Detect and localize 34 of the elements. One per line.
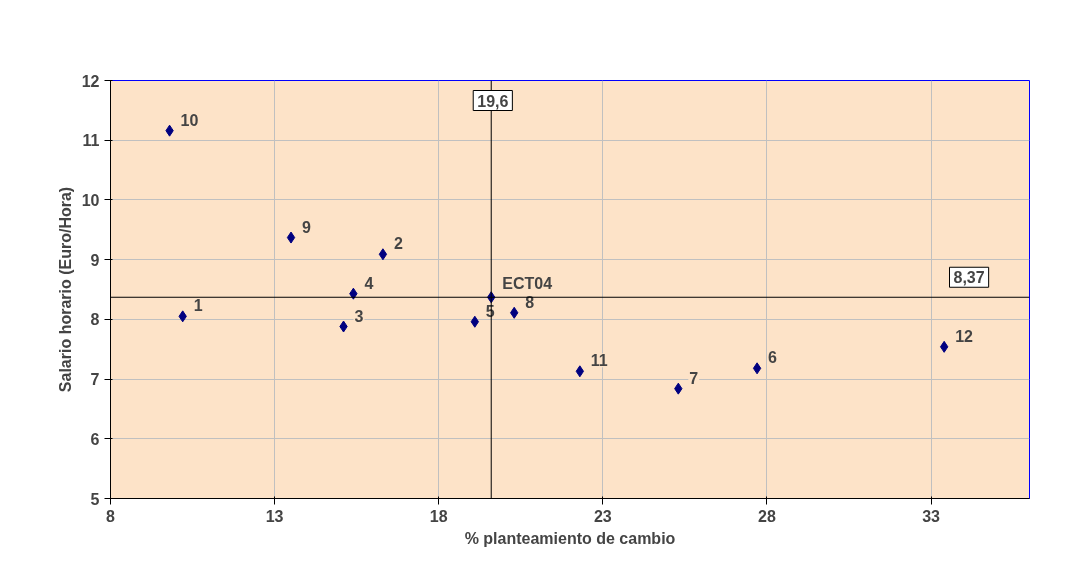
annotation: 8 xyxy=(525,293,535,311)
point xyxy=(286,231,296,244)
annotation: ECT04 xyxy=(502,275,553,293)
x-tick-label: 28 xyxy=(758,507,776,525)
y-tick-label: 12 xyxy=(81,72,100,90)
annotation: 3 xyxy=(354,307,364,325)
annotation: 12 xyxy=(955,327,974,345)
point xyxy=(575,365,585,378)
x-tick-label: 13 xyxy=(265,507,284,525)
point xyxy=(752,362,762,375)
annotation: 4 xyxy=(364,274,374,292)
y-tick-label: 8 xyxy=(90,311,100,329)
x-tick-label: 18 xyxy=(429,507,448,525)
y-tick-label: 5 xyxy=(90,490,100,508)
y-tick-label: 6 xyxy=(90,430,100,448)
y-tick-label: 7 xyxy=(90,371,100,389)
x-tick-label: 8 xyxy=(106,507,116,525)
x-tick-label: 33 xyxy=(922,507,941,525)
annotation: 6 xyxy=(768,349,778,367)
annotation: 11 xyxy=(590,352,608,370)
annotation: 9 xyxy=(302,218,312,236)
point xyxy=(378,248,388,261)
y-tick-label: 11 xyxy=(82,132,100,150)
x-tick-label: 23 xyxy=(593,507,612,525)
annotation: 1 xyxy=(193,297,203,315)
ref-line-label: 19,6 xyxy=(477,92,509,110)
y-tick-label: 10 xyxy=(81,191,100,209)
annotation: 2 xyxy=(393,235,403,253)
annotation: 10 xyxy=(180,111,199,129)
y-axis-title: Salario horario (Euro/Hora) xyxy=(56,186,74,393)
y-tick-label: 9 xyxy=(90,251,100,269)
x-axis-title: % planteamiento de cambio xyxy=(464,529,676,547)
ref-line-label: 8,37 xyxy=(953,269,985,287)
annotation: 7 xyxy=(689,369,699,387)
